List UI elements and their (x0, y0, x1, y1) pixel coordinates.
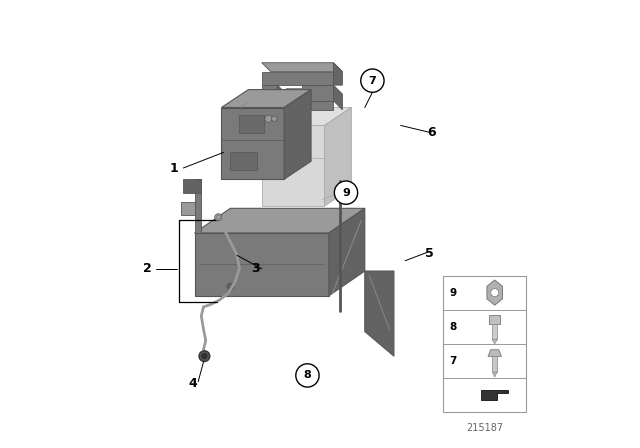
Text: 1: 1 (170, 161, 179, 175)
Text: 9: 9 (449, 288, 456, 297)
Text: 3: 3 (251, 262, 259, 276)
Circle shape (491, 289, 499, 297)
Text: 5: 5 (426, 246, 434, 260)
Polygon shape (184, 179, 202, 193)
Polygon shape (262, 108, 351, 125)
Circle shape (271, 116, 277, 121)
Circle shape (361, 69, 384, 92)
Text: 4: 4 (188, 376, 196, 390)
Polygon shape (195, 233, 329, 296)
Text: 8: 8 (449, 322, 457, 332)
FancyBboxPatch shape (493, 356, 497, 372)
FancyBboxPatch shape (275, 136, 300, 154)
Circle shape (216, 215, 220, 219)
FancyBboxPatch shape (230, 152, 257, 170)
Polygon shape (302, 101, 333, 110)
Polygon shape (262, 125, 324, 206)
Circle shape (199, 351, 210, 362)
Polygon shape (262, 63, 342, 72)
Polygon shape (221, 108, 284, 179)
Polygon shape (284, 90, 311, 179)
Polygon shape (493, 372, 497, 377)
Polygon shape (333, 85, 342, 110)
Polygon shape (181, 202, 195, 215)
Circle shape (215, 214, 222, 221)
Circle shape (265, 115, 272, 122)
Polygon shape (221, 90, 311, 108)
Polygon shape (278, 85, 287, 125)
Polygon shape (262, 85, 278, 116)
Polygon shape (195, 179, 202, 233)
Polygon shape (329, 208, 365, 296)
Polygon shape (487, 280, 502, 305)
FancyBboxPatch shape (443, 276, 526, 412)
Text: 6: 6 (428, 125, 436, 139)
FancyBboxPatch shape (492, 323, 497, 339)
FancyBboxPatch shape (239, 115, 264, 133)
Polygon shape (324, 108, 351, 206)
Circle shape (296, 364, 319, 387)
Circle shape (227, 283, 234, 290)
Polygon shape (333, 63, 342, 85)
Polygon shape (262, 72, 333, 85)
Text: 7: 7 (449, 356, 457, 366)
Polygon shape (365, 271, 394, 356)
FancyBboxPatch shape (287, 88, 302, 96)
Text: 8: 8 (303, 370, 311, 380)
Text: 215187: 215187 (466, 423, 503, 433)
Polygon shape (492, 339, 497, 344)
Circle shape (334, 181, 358, 204)
Text: 7: 7 (369, 76, 376, 86)
Polygon shape (488, 350, 502, 357)
Text: 2: 2 (143, 262, 152, 276)
Circle shape (202, 353, 207, 359)
Polygon shape (481, 390, 508, 401)
Polygon shape (195, 208, 365, 233)
Text: 9: 9 (342, 188, 350, 198)
FancyBboxPatch shape (490, 315, 500, 324)
Polygon shape (302, 85, 333, 101)
